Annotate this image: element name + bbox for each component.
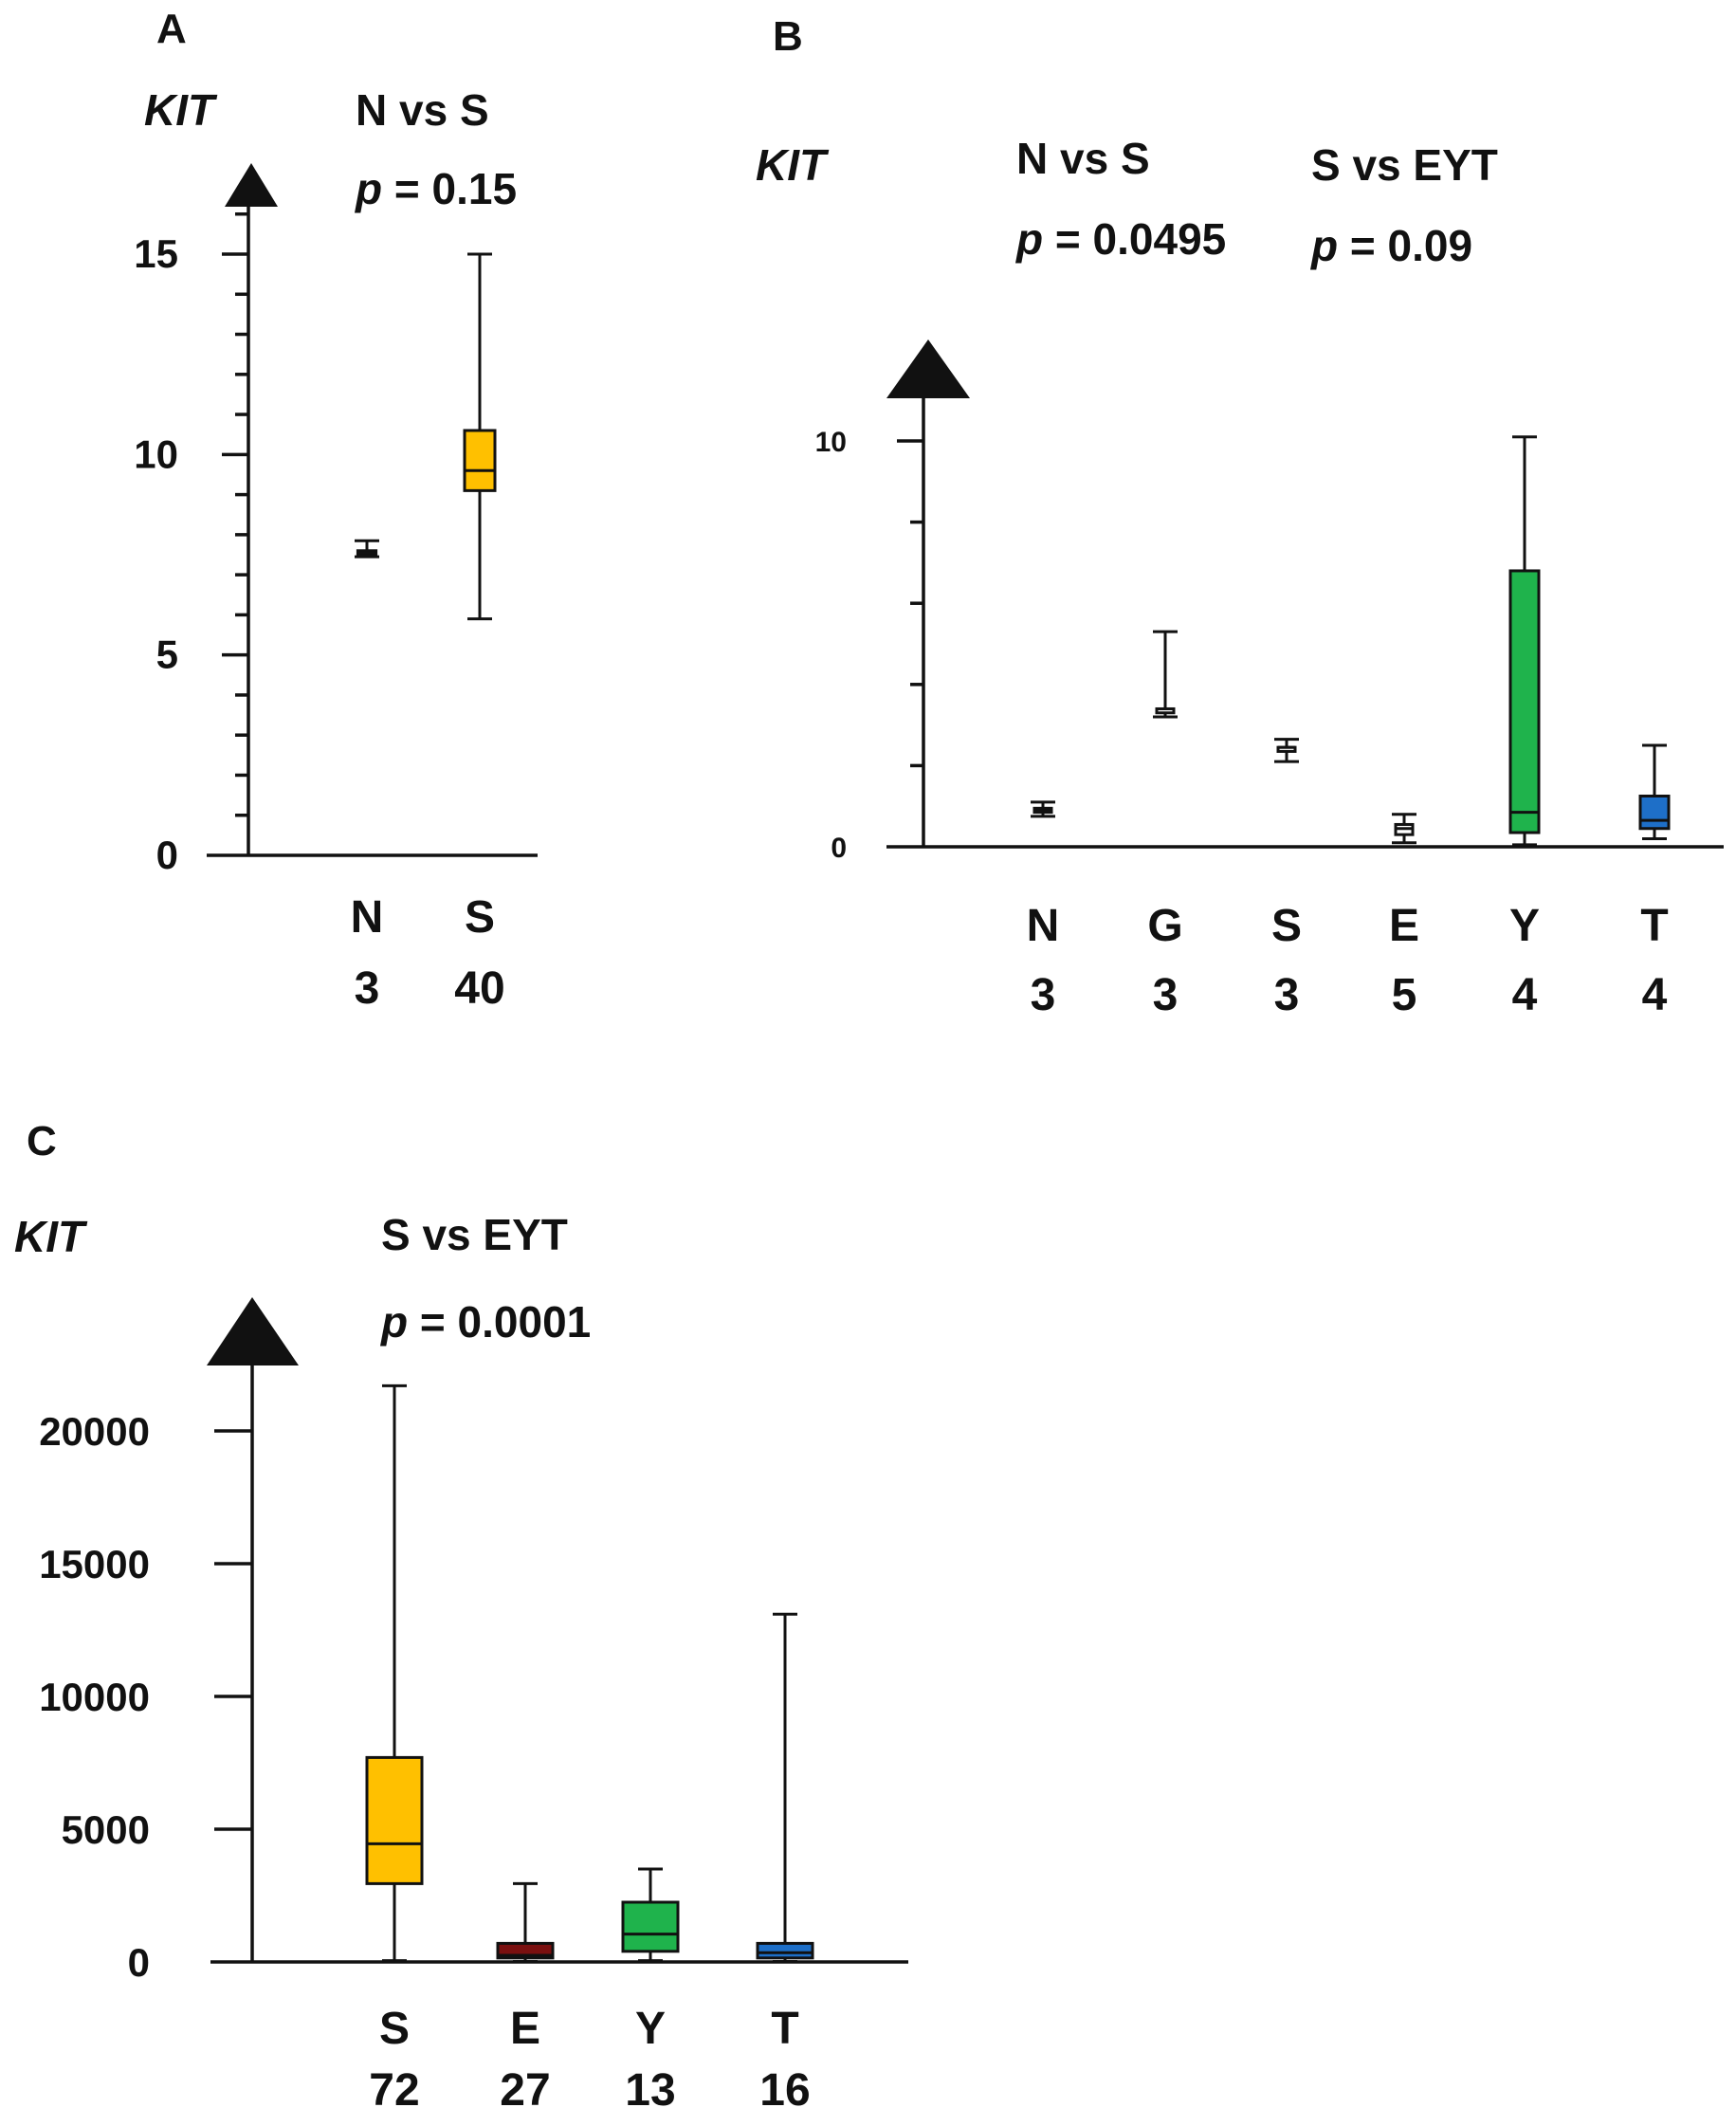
box-e <box>496 1881 555 1963</box>
panel-c-y-label: KIT <box>14 1212 88 1261</box>
category-n: 3 <box>355 963 380 1014</box>
box-g <box>1153 630 1178 719</box>
y-tick-label: 5 <box>156 632 178 677</box>
panel-b-comparison-1: N vs S <box>1016 134 1150 183</box>
category-label: Y <box>1509 901 1540 951</box>
panel-a-letter: A <box>156 6 187 52</box>
category-label: E <box>1389 901 1419 951</box>
y-tick-label: 10 <box>134 431 178 476</box>
panel-b-comparison-2: S vs EYT <box>1311 140 1498 190</box>
box-s <box>365 1384 424 1963</box>
y-tick-label: 0 <box>128 1940 150 1985</box>
panel-c-comparison-1: S vs EYT <box>381 1210 568 1259</box>
category-label: N <box>1027 901 1060 951</box>
panel-c-y-ticks: 0 5000 10000 15000 20000 <box>39 1409 252 1985</box>
box-n <box>355 539 379 559</box>
category-n: 3 <box>1274 970 1300 1020</box>
panel-c-letter: C <box>27 1118 57 1164</box>
y-tick-label: 5000 <box>62 1807 150 1852</box>
category-n: 72 <box>369 2065 419 2116</box>
category-n: 13 <box>625 2065 675 2116</box>
y-tick-label: 0 <box>156 833 178 877</box>
category-n: 5 <box>1392 970 1417 1020</box>
category-n: 4 <box>1642 970 1668 1020</box>
iqr-box <box>1638 795 1671 831</box>
category-n: 3 <box>1153 970 1179 1020</box>
panel-a: A KIT N vs S p = 0.15 0 5 10 15 N 3 S 40 <box>134 6 538 1014</box>
panel-a-y-ticks: 0 5 10 15 <box>134 211 248 877</box>
panel-b-boxes <box>1031 435 1671 847</box>
panel-b-axis-arrow <box>886 339 970 398</box>
panel-b-p-value-2: p = 0.09 <box>1309 221 1472 270</box>
category-n: 40 <box>454 963 504 1014</box>
y-tick-label: 20000 <box>39 1409 150 1454</box>
category-label: S <box>465 892 495 943</box>
category-label: G <box>1147 901 1182 951</box>
panel-b-x-categories: N 3 G 3 S 3 E 5 Y 4 T 4 <box>1027 901 1669 1020</box>
panel-c-x-categories: S 72 E 27 Y 13 T 16 <box>369 2004 810 2116</box>
iqr-box <box>365 1755 424 1885</box>
category-n: 16 <box>759 2065 810 2116</box>
y-tick-label: 15000 <box>39 1542 150 1586</box>
box-e <box>1392 813 1416 845</box>
panel-c-boxes <box>365 1384 814 1963</box>
category-n: 3 <box>1031 970 1056 1020</box>
panel-c-p-value-1: p = 0.0001 <box>379 1297 591 1347</box>
category-label: S <box>379 2004 410 2054</box>
iqr-box <box>1508 569 1541 834</box>
panel-b: B KIT N vs S p = 0.0495 S vs EYT p = 0.0… <box>756 13 1724 1020</box>
box-s <box>1274 738 1299 763</box>
category-label: S <box>1271 901 1302 951</box>
iqr-box <box>463 429 497 492</box>
panel-a-x-categories: N 3 S 40 <box>351 892 505 1014</box>
panel-b-y-ticks: 0 10 <box>815 427 923 864</box>
y-tick-label: 10 <box>815 427 847 458</box>
category-n: 27 <box>500 2065 550 2116</box>
category-label: Y <box>635 2004 666 2054</box>
y-tick-label: 10000 <box>39 1675 150 1719</box>
panel-a-boxes <box>355 252 497 621</box>
box-t <box>1638 743 1671 840</box>
panel-b-y-label: KIT <box>756 140 830 190</box>
category-n: 4 <box>1512 970 1538 1020</box>
box-s <box>463 252 497 621</box>
category-label: N <box>351 892 384 943</box>
panel-a-comparison-1: N vs S <box>356 85 489 135</box>
box-y <box>1508 435 1541 847</box>
box-t <box>756 1612 814 1963</box>
panel-c-axis-arrow <box>207 1297 299 1365</box>
iqr-box <box>621 1900 680 1953</box>
box-n <box>1031 800 1055 818</box>
panel-b-letter: B <box>773 13 803 60</box>
category-label: E <box>510 2004 540 2054</box>
panel-a-y-label: KIT <box>144 85 218 135</box>
panel-b-p-value-1: p = 0.0495 <box>1014 214 1226 264</box>
y-tick-label: 15 <box>134 231 178 276</box>
panel-c: C KIT S vs EYT p = 0.0001 0 5000 10000 1500… <box>14 1118 908 2116</box>
iqr-box <box>756 1941 814 1960</box>
box-y <box>621 1867 680 1963</box>
y-tick-label: 0 <box>831 833 847 864</box>
category-label: T <box>771 2004 798 2054</box>
panel-a-axis-arrow <box>225 163 278 207</box>
panel-a-p-value-1: p = 0.15 <box>354 164 517 213</box>
category-label: T <box>1640 901 1668 951</box>
